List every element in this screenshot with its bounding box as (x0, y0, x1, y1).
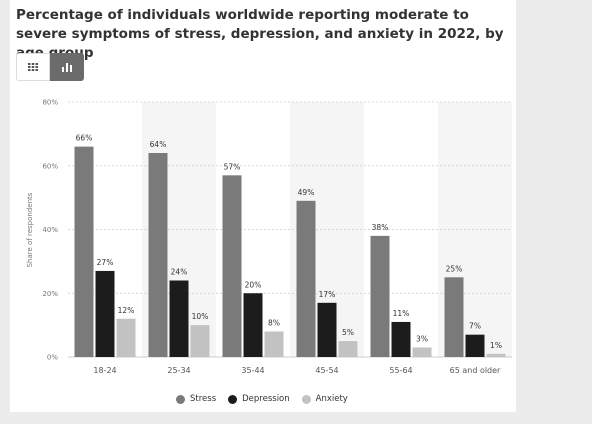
bar-depression-4 (391, 321, 411, 357)
data-label: 1% (490, 341, 502, 350)
legend-label: Depression (242, 394, 290, 404)
bar-depression-5 (465, 334, 485, 357)
x-tick-label: 65 and older (450, 366, 501, 375)
y-tick-label: 20% (42, 290, 58, 298)
data-label: 10% (192, 312, 209, 321)
bar-depression-0 (95, 270, 115, 357)
table-view-button[interactable] (16, 53, 50, 81)
gridlines (68, 101, 512, 358)
data-label: 20% (245, 280, 262, 289)
legend-item-depression[interactable]: Depression (228, 394, 290, 404)
data-label: 24% (171, 268, 188, 277)
data-label: 57% (224, 162, 241, 171)
legend-swatch (176, 394, 185, 404)
y-axis-title: Share of respondents (26, 192, 34, 267)
table-icon (28, 63, 38, 71)
legend-item-anxiety[interactable]: Anxiety (301, 394, 348, 404)
data-label: 38% (372, 223, 389, 232)
bar-stress-5 (444, 277, 464, 357)
view-toggle (16, 53, 84, 81)
data-label: 3% (416, 334, 428, 343)
legend-swatch (228, 394, 238, 404)
data-label: 49% (298, 188, 315, 197)
chart-legend: Stress Depression Anxiety (176, 394, 348, 404)
chart-title: Percentage of individuals worldwide repo… (16, 7, 504, 61)
bar-stress-3 (296, 200, 316, 357)
x-tick-label: 45-54 (315, 366, 338, 375)
data-label: 11% (393, 309, 410, 318)
legend-swatch (301, 394, 311, 404)
bar-anxiety-2 (264, 331, 284, 357)
x-tick-label: 35-44 (241, 366, 264, 375)
y-tick-label: 0% (47, 354, 58, 362)
bar-depression-3 (317, 302, 337, 357)
data-label: 17% (319, 290, 336, 299)
bar-stress-4 (370, 235, 390, 357)
bar-depression-1 (169, 280, 189, 357)
legend-item-stress[interactable]: Stress (176, 394, 216, 404)
bar-stress-2 (222, 175, 242, 357)
data-label: 7% (469, 322, 481, 331)
bar-anxiety-1 (190, 325, 210, 357)
bar-depression-2 (243, 293, 263, 357)
data-labels: 66% 27% 12% 64% 24% 10% 57% 20% 8% 49% 17% 5% 38% 11%… (76, 134, 502, 350)
data-label: 66% (76, 134, 93, 143)
bar-stress-0 (74, 146, 94, 357)
bars (74, 146, 506, 357)
x-tick-label: 18-24 (93, 366, 116, 375)
y-axis-ticks: 0% 20% 40% 60% 80% (42, 99, 58, 362)
data-label: 5% (342, 328, 354, 337)
bar-stress-1 (148, 153, 168, 357)
data-label: 25% (446, 264, 463, 273)
bar-anxiety-0 (116, 318, 136, 357)
chart-view-button[interactable] (50, 53, 84, 81)
data-label: 64% (150, 140, 167, 149)
y-tick-label: 60% (42, 162, 58, 170)
bar-chart-icon (62, 62, 72, 72)
data-label: 8% (268, 319, 280, 328)
legend-label: Anxiety (315, 394, 348, 404)
bar-anxiety-4 (412, 347, 432, 357)
y-tick-label: 40% (42, 226, 58, 234)
y-tick-label: 80% (42, 99, 58, 107)
bar-anxiety-5 (486, 353, 506, 357)
x-tick-label: 55-64 (389, 366, 412, 375)
bar-anxiety-3 (338, 341, 358, 357)
data-label: 12% (118, 306, 135, 315)
chart-card (10, 0, 516, 412)
legend-label: Stress (190, 394, 217, 404)
data-label: 27% (97, 258, 114, 267)
x-tick-label: 25-34 (167, 366, 190, 375)
x-axis-ticks: 18-24 25-34 35-44 45-54 55-64 65 and older (93, 366, 501, 375)
